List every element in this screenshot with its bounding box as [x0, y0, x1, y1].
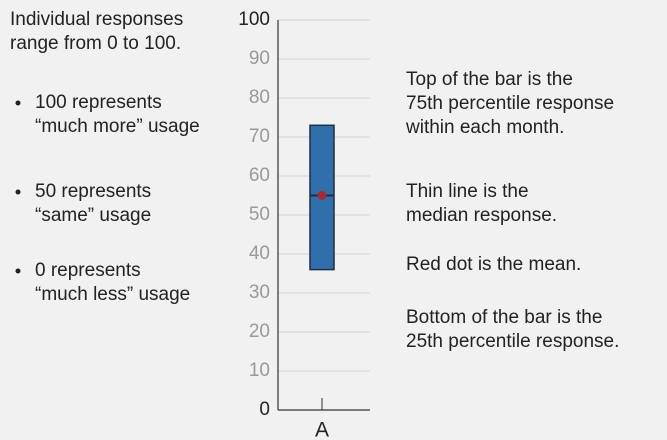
note-text: Red dot is the mean.	[406, 254, 581, 275]
y-tick-label: 100	[238, 9, 270, 30]
y-tick-label: 50	[249, 204, 270, 225]
intro-text: Individual responses	[10, 9, 183, 30]
y-tick-label: 10	[249, 360, 270, 381]
bullet	[15, 268, 21, 274]
bullet-text: 50 represents	[35, 181, 151, 202]
note-text: median response.	[406, 205, 557, 226]
bullet-text: “much less” usage	[35, 284, 190, 305]
note-text: Bottom of the bar is the	[406, 307, 602, 328]
y-tick-label: 30	[249, 282, 270, 303]
note-text: Thin line is the	[406, 181, 529, 202]
y-tick-label: 70	[249, 126, 270, 147]
note-text: 25th percentile response.	[406, 331, 619, 352]
y-tick-label: 20	[249, 321, 270, 342]
note-text: Top of the bar is the	[406, 69, 573, 90]
bullet	[15, 100, 21, 106]
mean-dot	[317, 191, 327, 200]
bullet-text: 0 represents	[35, 260, 141, 281]
y-tick-label: 90	[249, 48, 270, 69]
note-text: 75th percentile response	[406, 93, 614, 114]
bullet-text: “much more” usage	[35, 116, 200, 137]
bullet	[15, 189, 21, 195]
y-tick-label: 40	[249, 243, 270, 264]
y-tick-label: 60	[249, 165, 270, 186]
intro-text: range from 0 to 100.	[10, 33, 181, 54]
y-tick-label: 0	[259, 399, 270, 420]
x-tick-label: A	[315, 419, 329, 440]
y-tick-label: 80	[249, 87, 270, 108]
bullet-text: “same” usage	[35, 205, 151, 226]
bullet-text: 100 represents	[35, 92, 162, 113]
note-text: within each month.	[405, 117, 564, 138]
